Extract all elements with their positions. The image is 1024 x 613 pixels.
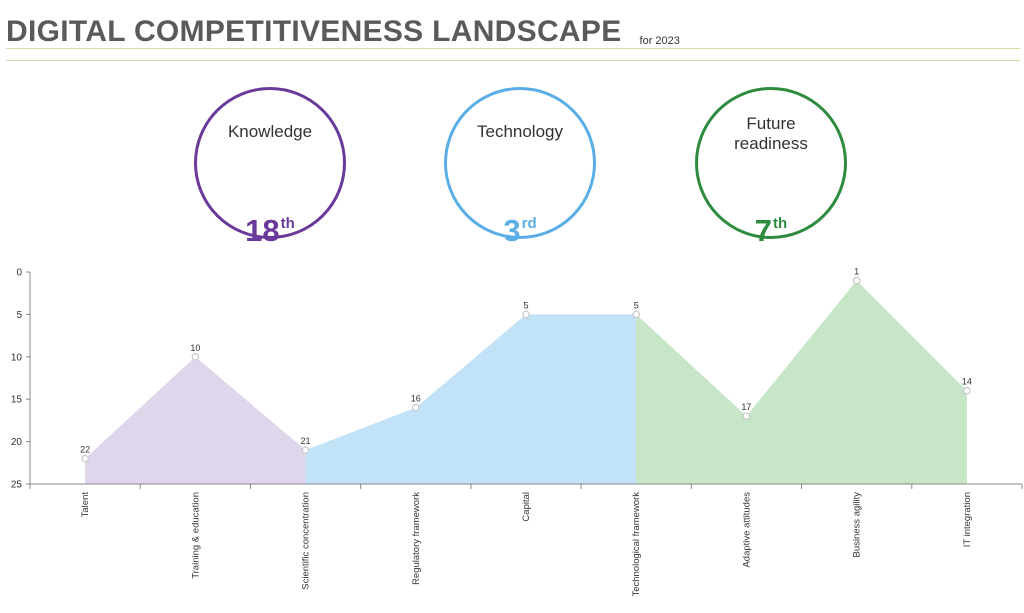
data-point	[522, 310, 530, 319]
data-label: 21	[301, 436, 311, 446]
header-divider-bottom	[6, 60, 1020, 61]
technology-rank-circle: Technology 3rd	[444, 87, 596, 248]
data-point	[852, 276, 861, 285]
x-category-label: Scientific concentration	[301, 492, 312, 590]
factor-rank: 18th	[245, 213, 295, 248]
page-subtitle: for 2023	[639, 35, 680, 47]
data-label: 22	[80, 445, 90, 455]
data-point	[191, 353, 200, 361]
area-knowledge	[85, 356, 306, 484]
header: DIGITAL COMPETITIVENESS LANDSCAPE for 20…	[6, 10, 1024, 50]
area-technology	[305, 314, 637, 484]
x-category-label: Technological framework	[631, 492, 642, 597]
data-label: 5	[634, 300, 639, 310]
factor-rank: 3rd	[503, 213, 537, 248]
data-point	[301, 446, 310, 454]
page-title: DIGITAL COMPETITIVENESS LANDSCAPE	[6, 15, 622, 48]
y-tick-label: 20	[11, 437, 23, 448]
y-tick-label: 25	[11, 480, 23, 491]
factor-label: Technology	[476, 122, 563, 141]
data-label: 1	[854, 266, 859, 276]
factor-label: Future readiness	[734, 114, 808, 153]
x-category-label: Talent	[80, 492, 91, 518]
x-category-label: Business agility	[852, 492, 863, 558]
x-category-label: Adaptive attitudes	[741, 492, 752, 568]
y-tick-label: 0	[16, 268, 22, 279]
x-category-label: IT integration	[962, 492, 973, 547]
data-point	[742, 412, 751, 420]
x-category-label: Training & education	[190, 492, 201, 579]
data-label: 5	[523, 300, 528, 310]
x-category-label: Capital	[521, 492, 532, 522]
data-label: 17	[741, 402, 751, 412]
y-tick-label: 10	[11, 352, 23, 363]
data-point	[81, 454, 89, 463]
data-label: 16	[411, 394, 421, 404]
data-label: 10	[190, 343, 200, 353]
header-divider-top	[6, 48, 1020, 49]
y-tick-label: 5	[16, 310, 22, 321]
data-point	[411, 403, 420, 412]
data-point	[632, 310, 641, 319]
x-category-label: Regulatory framework	[411, 492, 422, 585]
factor-rank: 7th	[754, 213, 788, 248]
data-point	[963, 386, 971, 395]
knowledge-rank-circle: Knowledge 18th	[194, 87, 346, 248]
future-readiness-rank-circle: Future readiness 7th	[695, 87, 847, 248]
y-tick-label: 15	[11, 395, 23, 406]
area-future-readiness	[636, 280, 967, 484]
data-label: 14	[962, 377, 972, 387]
factor-label: Knowledge	[227, 122, 313, 141]
